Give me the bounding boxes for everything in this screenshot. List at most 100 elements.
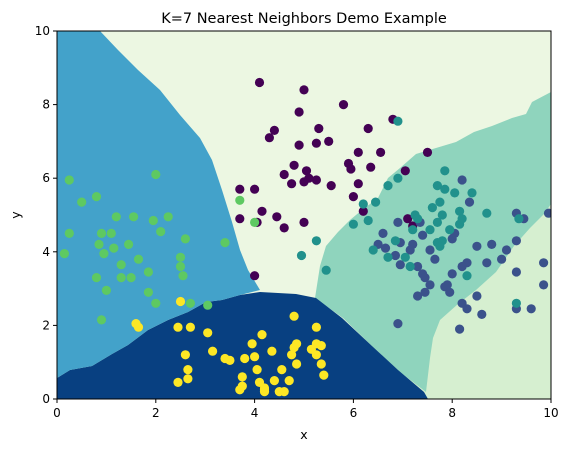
- point-class-4-30: [284, 376, 294, 386]
- point-class-2-7: [383, 252, 393, 262]
- point-class-4-39: [311, 350, 321, 360]
- point-class-3-22: [151, 298, 161, 308]
- region-class-1: [57, 292, 428, 399]
- point-class-4-5: [203, 328, 213, 338]
- point-class-2-1: [393, 173, 403, 183]
- point-class-4-41: [316, 359, 326, 369]
- point-class-0-10: [294, 140, 304, 150]
- point-class-2-34: [348, 219, 358, 229]
- point-class-0-13: [376, 147, 386, 157]
- point-class-1-24: [487, 239, 497, 249]
- point-class-4-4: [173, 322, 183, 332]
- point-class-2-29: [482, 208, 492, 218]
- point-class-0-39: [403, 214, 413, 224]
- point-class-0-12: [353, 147, 363, 157]
- point-class-3-8: [91, 273, 102, 283]
- point-class-4-18: [250, 352, 260, 362]
- point-class-0-35: [235, 214, 245, 224]
- point-class-3-7: [99, 249, 109, 259]
- point-class-1-23: [497, 254, 507, 264]
- point-class-2-35: [311, 236, 321, 246]
- point-class-4-42: [319, 370, 329, 380]
- point-class-4-9: [183, 365, 193, 375]
- point-class-1-2: [390, 250, 400, 261]
- point-class-4-16: [240, 353, 250, 364]
- point-class-4-17: [247, 339, 257, 349]
- point-class-2-31: [514, 214, 524, 224]
- point-class-3-23: [148, 215, 158, 226]
- point-class-0-19: [311, 175, 321, 185]
- x-tick-label-2: 4: [251, 406, 259, 420]
- point-class-1-4: [413, 261, 423, 272]
- point-class-3-11: [106, 228, 116, 238]
- point-class-1-25: [501, 245, 512, 255]
- point-class-0-36: [250, 271, 260, 281]
- point-class-0-11: [311, 138, 321, 148]
- point-class-0-2: [294, 107, 304, 117]
- point-class-1-16: [477, 309, 487, 319]
- point-class-1-12: [445, 287, 455, 297]
- y-axis-label: y: [8, 211, 23, 219]
- point-class-2-26: [455, 206, 465, 216]
- point-class-4-2: [175, 296, 186, 307]
- point-class-3-19: [133, 254, 144, 264]
- point-class-1-18: [447, 269, 457, 279]
- x-tick-label-4: 8: [448, 406, 456, 420]
- point-class-0-30: [250, 184, 260, 194]
- point-class-0-7: [324, 136, 334, 146]
- point-class-3-25: [156, 227, 166, 237]
- point-class-3-14: [116, 260, 126, 270]
- point-class-0-6: [314, 123, 324, 134]
- point-class-1-31: [526, 304, 536, 314]
- y-tick-label-0: 0: [42, 392, 50, 406]
- point-class-1-40: [393, 319, 403, 329]
- point-class-3-0: [64, 175, 74, 185]
- point-class-4-10: [208, 346, 218, 356]
- point-class-1-36: [418, 230, 428, 240]
- point-class-1-32: [539, 280, 549, 290]
- point-class-0-5: [269, 125, 279, 135]
- point-class-2-5: [363, 215, 373, 226]
- point-class-3-1: [59, 249, 69, 259]
- point-class-4-24: [259, 385, 270, 395]
- point-class-3-28: [175, 261, 186, 272]
- point-class-1-3: [395, 260, 405, 270]
- point-class-0-9: [264, 133, 274, 143]
- point-class-3-34: [235, 195, 245, 205]
- point-class-1-37: [405, 245, 415, 255]
- y-tick-label-3: 6: [42, 171, 50, 185]
- y-tick-label-2: 4: [42, 245, 50, 259]
- point-class-2-16: [432, 217, 442, 227]
- point-class-4-12: [225, 355, 235, 365]
- point-class-3-26: [163, 212, 173, 222]
- point-class-1-47: [378, 228, 388, 238]
- point-class-2-37: [296, 250, 307, 261]
- point-class-0-3: [338, 100, 349, 110]
- point-class-3-5: [94, 239, 104, 249]
- point-class-4-29: [279, 387, 289, 397]
- y-tick-label-1: 2: [42, 318, 50, 332]
- point-class-2-32: [511, 298, 521, 308]
- point-class-0-27: [348, 192, 358, 202]
- point-class-0-18: [301, 166, 312, 176]
- point-class-3-24: [151, 169, 161, 180]
- point-class-2-30: [467, 188, 477, 198]
- y-axis-ticks: 0 2 4 6 8 10: [35, 24, 57, 406]
- point-class-3-4: [91, 192, 102, 202]
- point-class-2-8: [390, 236, 400, 246]
- point-class-3-3: [77, 197, 87, 207]
- point-class-1-29: [511, 267, 521, 277]
- point-class-2-15: [427, 203, 437, 213]
- point-class-0-17: [289, 160, 299, 170]
- x-axis-label: x: [300, 427, 307, 442]
- point-class-3-18: [129, 212, 139, 222]
- point-class-1-1: [380, 243, 391, 253]
- point-class-2-11: [408, 225, 418, 235]
- point-class-0-14: [422, 147, 433, 157]
- point-class-1-42: [464, 197, 475, 207]
- point-class-3-35: [250, 217, 260, 227]
- point-class-1-20: [472, 241, 482, 251]
- point-class-3-17: [126, 273, 136, 283]
- point-class-2-2: [383, 181, 393, 191]
- point-class-2-13: [413, 214, 423, 224]
